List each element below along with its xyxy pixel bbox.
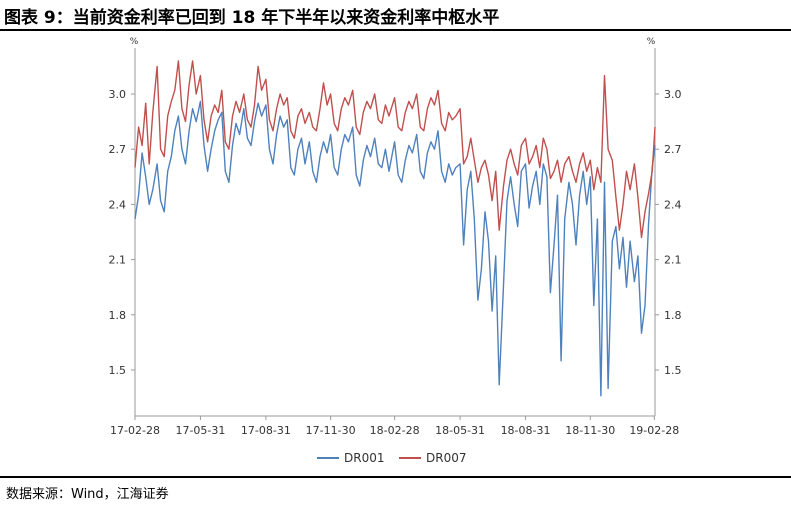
legend-label-dr001: DR001 <box>344 451 384 465</box>
legend-label-dr007: DR007 <box>426 451 466 465</box>
x-tick-label: 18-11-30 <box>565 424 615 437</box>
x-tick-label: 17-11-30 <box>306 424 356 437</box>
top-rule <box>0 29 791 31</box>
y-tick-label-left: 3.0 <box>109 88 127 101</box>
y-tick-label-right: 1.8 <box>664 309 682 322</box>
x-tick-label: 17-02-28 <box>110 424 160 437</box>
line-chart: % % 1.5 1.5 1.8 1.8 2.1 2.1 2.4 2.4 2.7 2.7 3.0 3.0 17… <box>109 37 682 465</box>
chart-title: 图表 9：当前资金利率已回到 18 年下半年以来资金利率中枢水平 <box>4 8 500 28</box>
bottom-rule <box>0 476 791 478</box>
y-tick-label-left: 2.7 <box>109 143 127 156</box>
x-tick-label: 18-05-31 <box>435 424 485 437</box>
x-tick-label: 17-08-31 <box>241 424 291 437</box>
x-tick-label: 18-02-28 <box>370 424 420 437</box>
x-tick-label: 19-02-28 <box>629 424 679 437</box>
series-line-dr007 <box>134 60 656 239</box>
source-note: 数据来源：Wind，江海证券 <box>6 487 169 502</box>
series-line-dr001 <box>134 100 656 397</box>
y-tick-label-right: 3.0 <box>664 88 682 101</box>
y-tick-label-left: 2.1 <box>109 254 127 267</box>
y-unit-left: % <box>130 37 139 47</box>
chart-series <box>134 60 656 397</box>
y-unit-right: % <box>647 37 656 47</box>
chart-legend: DR001 DR007 <box>317 451 466 465</box>
x-tick-label: 17-05-31 <box>175 424 225 437</box>
y-tick-label-right: 1.5 <box>664 364 682 377</box>
x-tick-label: 18-08-31 <box>501 424 551 437</box>
y-tick-label-right: 2.1 <box>664 254 682 267</box>
y-tick-label-right: 2.4 <box>664 198 682 211</box>
y-tick-label-left: 2.4 <box>109 198 127 211</box>
y-tick-label-right: 2.7 <box>664 143 682 156</box>
y-tick-label-left: 1.5 <box>109 364 127 377</box>
y-tick-label-left: 1.8 <box>109 309 127 322</box>
chart-axes: % % 1.5 1.5 1.8 1.8 2.1 2.1 2.4 2.4 2.7 2.7 3.0 3.0 17… <box>109 37 682 437</box>
